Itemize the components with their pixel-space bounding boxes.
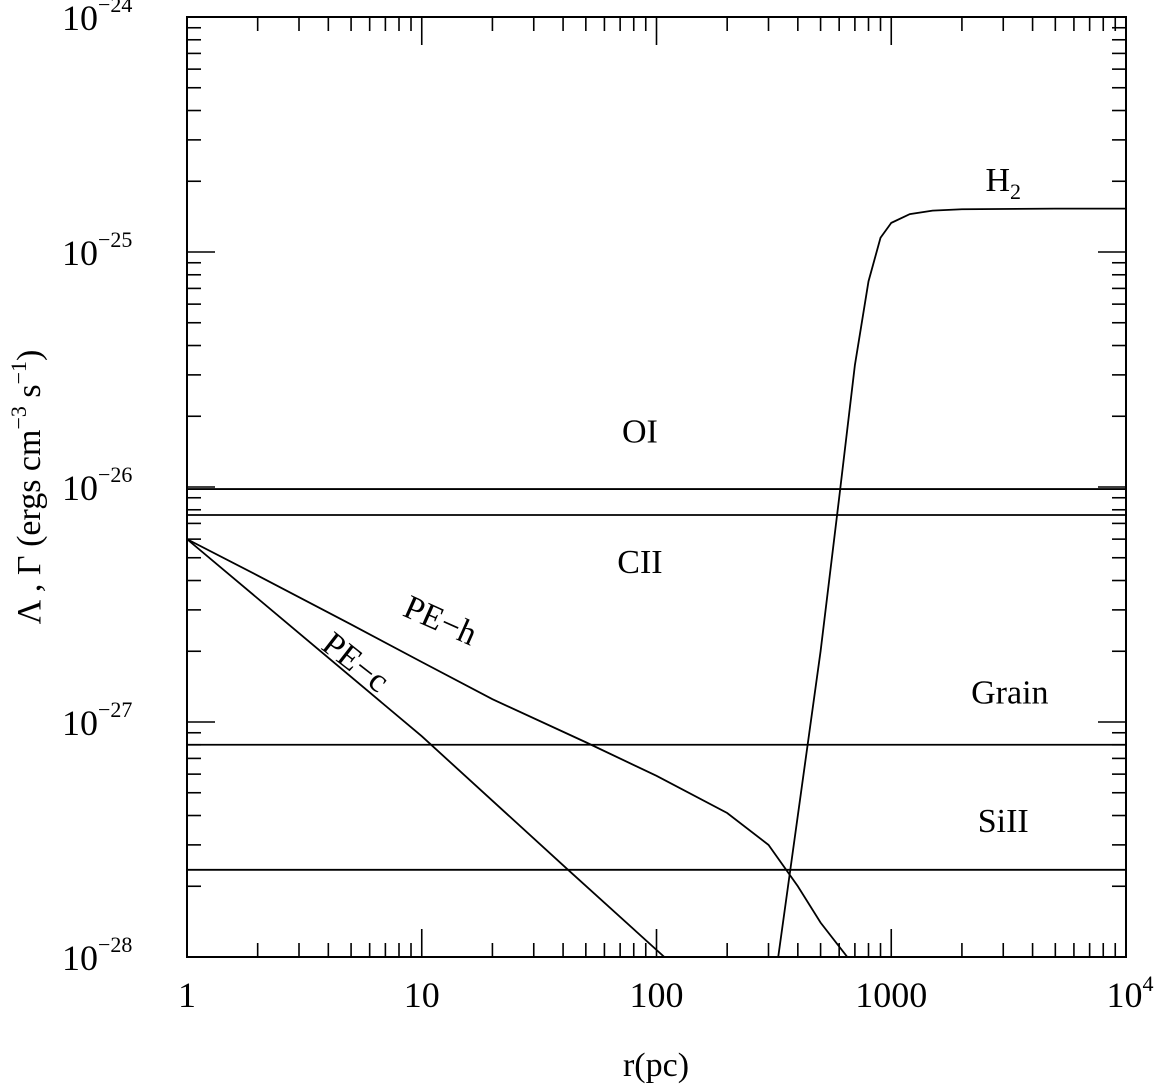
y-tick-label-exp: −25 xyxy=(98,227,132,252)
x-tick-label: 100 xyxy=(630,975,684,1015)
series-label-name: SiII xyxy=(978,803,1029,840)
y-tick-label-exp: −28 xyxy=(98,932,132,957)
y-tick-label-exp: −24 xyxy=(98,0,132,17)
series-line-h xyxy=(777,207,1126,957)
y-tick-label: 10−26 xyxy=(62,462,132,508)
series-label-name: OI xyxy=(622,413,658,450)
y-tick-label: 10−27 xyxy=(62,697,132,743)
plot-frame xyxy=(186,16,1127,958)
y-axis-title-exp1: −3 xyxy=(6,406,31,429)
x-axis-title: r(pc) xyxy=(623,1047,689,1084)
series-label-oi: OI xyxy=(622,413,658,450)
y-tick-label: 10−24 xyxy=(62,0,132,38)
series-label-name: CII xyxy=(617,544,662,581)
series-label-cii: CII xyxy=(617,544,662,581)
series-label-h: H2 xyxy=(985,162,1021,204)
series-label-grain: Grain xyxy=(971,674,1048,711)
y-tick-label-base: 10 xyxy=(62,0,98,38)
x-tick-label-base: 10 xyxy=(1107,975,1143,1015)
x-tick-label: 1000 xyxy=(855,975,927,1015)
y-tick-label-exp: −26 xyxy=(98,462,132,487)
series-label-pe-c: PE−c xyxy=(315,625,396,700)
series-label-siii: SiII xyxy=(978,803,1029,840)
series-lines xyxy=(187,207,1126,957)
y-tick-label-base: 10 xyxy=(62,938,98,978)
y-axis-title-exp2: −1 xyxy=(6,361,31,384)
series-label-name: PE−c xyxy=(315,625,396,700)
y-tick-label-exp: −27 xyxy=(98,697,132,722)
y-tick-label-base: 10 xyxy=(62,703,98,743)
y-tick-label-base: 10 xyxy=(62,468,98,508)
series-label-name: Grain xyxy=(971,674,1048,711)
y-axis-title: Λ , Γ (ergs cm−3 s−1) xyxy=(6,350,48,625)
x-tick-label-exp: 4 xyxy=(1143,971,1154,996)
series-label-name: H xyxy=(985,162,1010,199)
y-axis-title-mid: s xyxy=(11,384,48,406)
axis-ticks xyxy=(186,17,1126,958)
y-tick-label: 10−25 xyxy=(62,227,132,273)
x-tick-label: 10 xyxy=(404,975,440,1015)
y-tick-label: 10−28 xyxy=(62,932,132,978)
series-label-name: PE−h xyxy=(398,589,482,654)
series-label-sub: 2 xyxy=(1010,179,1021,204)
x-tick-label: 104 xyxy=(1107,971,1154,1015)
y-axis-title-main: Λ , Γ (ergs cm xyxy=(11,430,48,625)
series-line-pe-c xyxy=(187,538,665,957)
y-tick-label-base: 10 xyxy=(62,233,98,273)
series-line-pe-h xyxy=(187,538,849,957)
y-axis-title-end: ) xyxy=(11,350,48,361)
series-label-pe-h: PE−h xyxy=(398,589,482,654)
x-tick-label: 1 xyxy=(178,975,196,1015)
